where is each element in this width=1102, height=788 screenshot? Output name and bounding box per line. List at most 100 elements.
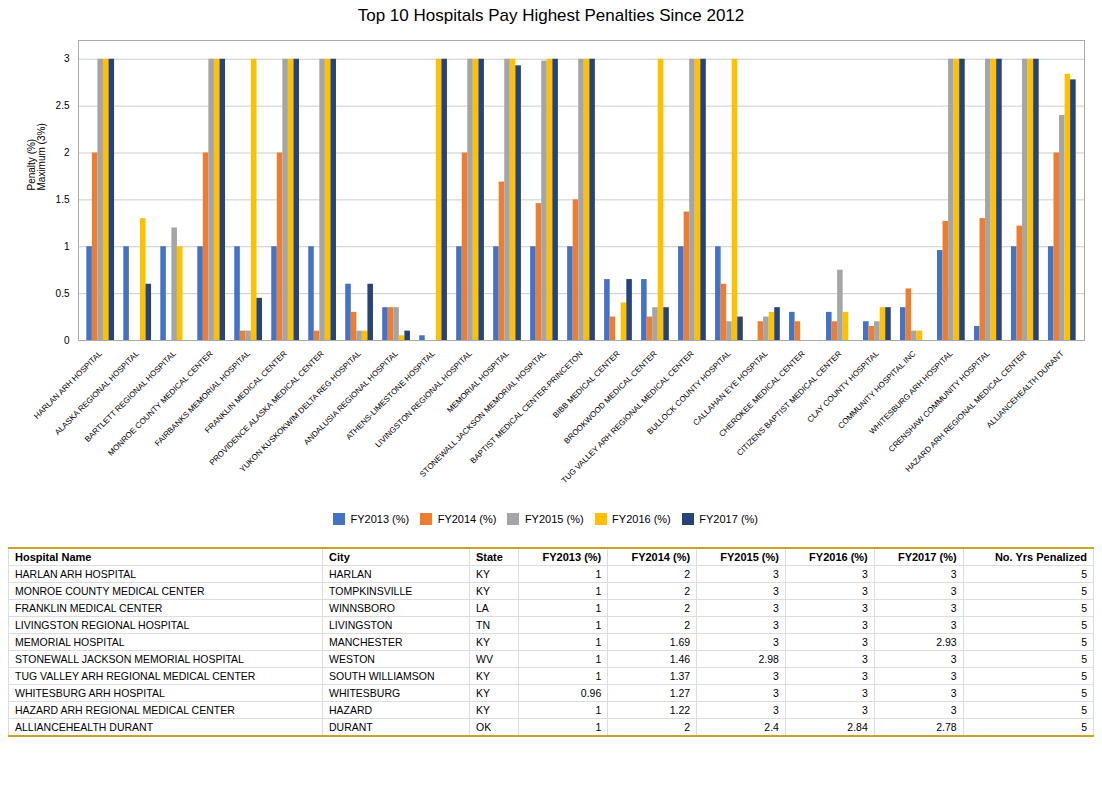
html-text:MONROE COUNTY MEDICAL CENTER: MONROE COUNTY MEDICAL CENTER [15,584,205,597]
html-text:TOMPKINSVILLE: TOMPKINSVILLE [329,584,413,597]
html-text:3: 3 [950,567,957,580]
html-text:FY2013 (%): FY2013 (%) [542,550,602,563]
svg-text:BARTLETT REGIONAL HOSPITAL: BARTLETT REGIONAL HOSPITAL [83,349,178,444]
svg-text:ANDALUSIA REGIONAL HOSPITAL: ANDALUSIA REGIONAL HOSPITAL [302,349,400,447]
html-text:State: State [476,550,503,563]
svg-text:CHEROKEE MEDICAL CENTER: CHEROKEE MEDICAL CENTER [717,349,807,439]
svg-text:ALASKA REGIONAL HOSPITAL: ALASKA REGIONAL HOSPITAL [53,349,141,437]
svg-text:ALLIANCEHEALTH DURANT: ALLIANCEHEALTH DURANT [985,349,1066,430]
html-text:1.46: 1.46 [669,652,691,665]
svg-text:2: 2 [64,147,70,158]
svg-text:CLAY COUNTY HOSPITAL: CLAY COUNTY HOSPITAL [805,349,880,424]
html-text:WHITESBURG: WHITESBURG [329,686,401,699]
html-text:FY2015 (%): FY2015 (%) [524,512,584,525]
svg-text:BAPTIST MEDICAL CENTER-PRINCET: BAPTIST MEDICAL CENTER-PRINCETON [468,349,585,466]
html-text:Hospital Name: Hospital Name [15,550,92,563]
svg-text:STONEWALL JACKSON MEMORIAL HOS: STONEWALL JACKSON MEMORIAL HOSPITAL [418,349,548,479]
html-text:1.69: 1.69 [669,635,691,648]
html-text:WHITESBURG ARH HOSPITAL: WHITESBURG ARH HOSPITAL [15,686,165,699]
svg-text:LIVINGSTON REGIONAL HOSPITAL: LIVINGSTON REGIONAL HOSPITAL [373,349,474,450]
html-text:KY: KY [476,703,490,716]
html-text:FY2017 (%): FY2017 (%) [699,512,758,525]
html-text:HAZARD: HAZARD [329,703,373,716]
svg-text:3: 3 [64,53,70,64]
html-text:WINNSBORO: WINNSBORO [329,601,395,614]
svg-text:HAZARD ARH REGIONAL MEDICAL CE: HAZARD ARH REGIONAL MEDICAL CENTER [904,349,1029,474]
html-text:LIVINGSTON: LIVINGSTON [329,618,393,631]
svg-text:PROVIDENCE ALASKA MEDICAL CENT: PROVIDENCE ALASKA MEDICAL CENTER [207,349,326,468]
svg-text:MONROE COUNTY MEDICAL CENTER: MONROE COUNTY MEDICAL CENTER [106,349,215,458]
html-text:1: 1 [595,584,602,597]
html-text:STONEWALL JACKSON MEMORIAL HOS: STONEWALL JACKSON MEMORIAL HOSPITAL [15,652,244,665]
svg-text:0.5: 0.5 [56,288,70,299]
svg-text:BULLOCK COUNTY HOSPITAL: BULLOCK COUNTY HOSPITAL [645,349,733,437]
html-text:HARLAN ARH HOSPITAL: HARLAN ARH HOSPITAL [15,567,137,580]
svg-text:WHITESBURG ARH HOSPITAL: WHITESBURG ARH HOSPITAL [867,349,955,437]
html-text:Top 10 Hospitals Pay Highest P: Top 10 Hospitals Pay Highest Penalties S… [357,6,745,25]
html-text:MEMORIAL HOSPITAL: MEMORIAL HOSPITAL [15,635,125,648]
html-text:FY2013 (%): FY2013 (%) [350,512,410,525]
html-text:FY2014 (%): FY2014 (%) [631,550,691,563]
html-text:FRANKLIN MEDICAL CENTER: FRANKLIN MEDICAL CENTER [15,601,163,614]
html-text:KY: KY [476,686,490,699]
svg-text:TUG VALLEY ARH REGIONAL MEDICA: TUG VALLEY ARH REGIONAL MEDICAL CENTER [560,349,696,485]
html-text:KY: KY [476,635,490,648]
html-text:2: 2 [684,601,691,614]
html-text:2.78: 2.78 [936,720,957,733]
html-text:KY: KY [476,567,490,580]
html-text:WV: WV [476,652,493,665]
html-text:FY2016 (%): FY2016 (%) [612,512,671,525]
svg-text:BROOKWOOD MEDICAL CENTER: BROOKWOOD MEDICAL CENTER [562,349,659,446]
html-text:WESTON: WESTON [329,652,375,665]
html-text:1.22: 1.22 [669,703,691,716]
html-text:FY2017 (%): FY2017 (%) [897,550,957,563]
svg-text:CRENSHAW COMMUNITY HOSPITAL: CRENSHAW COMMUNITY HOSPITAL [886,349,992,454]
html-text:HAZARD ARH REGIONAL MEDICAL CE: HAZARD ARH REGIONAL MEDICAL CENTER [15,703,235,716]
html-text:LA: LA [476,601,489,614]
html-text:DURANT: DURANT [329,720,373,733]
html-text:1.27: 1.27 [669,686,691,699]
svg-text:YUKON KUSKOKWIM DELTA REG HOSP: YUKON KUSKOKWIM DELTA REG HOSPITAL [238,349,363,474]
html-text:City: City [329,550,350,563]
svg-text:Penalty (%)Maximum (3%): Penalty (%)Maximum (3%) [26,123,47,190]
svg-text:CITIZENS BAPTIST MEDICAL CENTE: CITIZENS BAPTIST MEDICAL CENTER [735,349,844,458]
svg-text:0: 0 [64,335,70,346]
html-text:KY: KY [476,669,490,682]
html-text:FY2016 (%): FY2016 (%) [809,550,868,563]
svg-text:1: 1 [64,241,70,252]
svg-text:FAIRBANKS MEMORIAL HOSPITAL: FAIRBANKS MEMORIAL HOSPITAL [153,349,252,448]
html-text:MANCHESTER: MANCHESTER [329,635,403,648]
svg-text:CALLAHAN EYE HOSPITAL: CALLAHAN EYE HOSPITAL [691,349,770,428]
html-text:2: 2 [684,567,691,580]
html-text:2: 2 [684,584,691,597]
html-text:KY: KY [476,584,490,597]
html-text:HARLAN: HARLAN [329,567,372,580]
html-text:2.98: 2.98 [758,652,779,665]
html-text:1: 1 [595,601,602,614]
svg-text:COMMUNITY HOSPITAL INC: COMMUNITY HOSPITAL INC [836,349,918,431]
html-text:1: 1 [595,567,602,580]
html-text:TN: TN [476,618,490,631]
svg-text:FRANKLIN MEDICAL CENTER: FRANKLIN MEDICAL CENTER [203,349,289,435]
html-text:FY2015 (%): FY2015 (%) [720,550,779,563]
html-text:LIVINGSTON REGIONAL HOSPITAL: LIVINGSTON REGIONAL HOSPITAL [15,618,190,631]
html-text:3: 3 [950,584,957,597]
html-text:1.37: 1.37 [669,669,691,682]
html-text:2.4: 2.4 [764,720,779,733]
html-text:TUG VALLEY ARH REGIONAL MEDICA: TUG VALLEY ARH REGIONAL MEDICAL CENTER [15,669,256,682]
svg-text:2.5: 2.5 [56,100,70,111]
svg-text:HARLAN ARH HOSPITAL: HARLAN ARH HOSPITAL [32,349,104,421]
svg-text:BIBB MEDICAL CENTER: BIBB MEDICAL CENTER [551,349,622,420]
svg-text:MEMORIAL HOSPITAL: MEMORIAL HOSPITAL [445,349,511,415]
html-text:0.96: 0.96 [580,686,602,699]
html-text:ALLIANCEHEALTH DURANT: ALLIANCEHEALTH DURANT [15,720,154,733]
html-text:3: 3 [950,601,957,614]
svg-text:ATHENS-LIMESTONE HOSPITAL: ATHENS-LIMESTONE HOSPITAL [344,349,437,442]
html-text:OK: OK [476,720,492,733]
html-text:No. Yrs Penalized: No. Yrs Penalized [994,550,1087,563]
html-text:2.93: 2.93 [936,635,957,648]
html-text:2.84: 2.84 [847,720,868,733]
html-text:FY2014 (%): FY2014 (%) [437,512,497,525]
svg-text:1.5: 1.5 [56,194,70,205]
html-text:SOUTH WILLIAMSON: SOUTH WILLIAMSON [329,669,435,682]
